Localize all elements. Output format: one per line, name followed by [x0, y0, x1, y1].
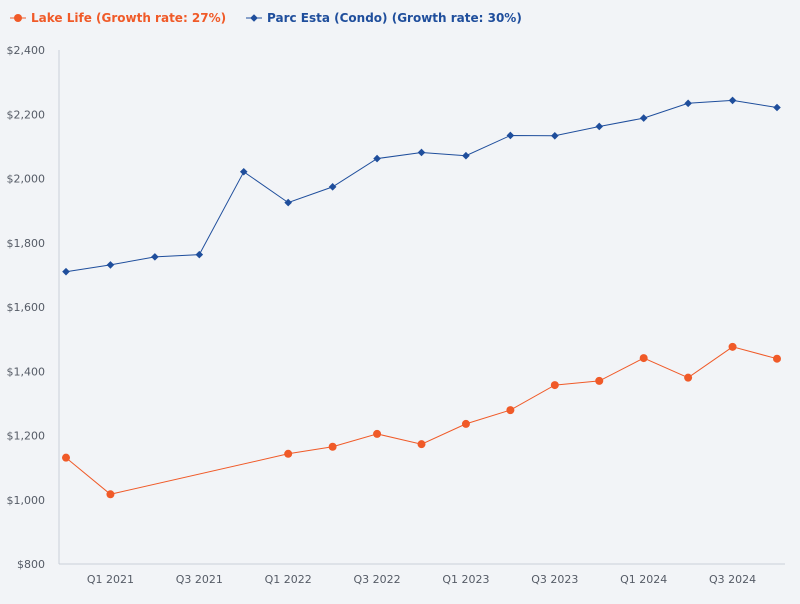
data-point	[62, 267, 70, 276]
y-tick-label: $1,200	[7, 430, 46, 443]
data-point	[239, 167, 248, 176]
data-point	[595, 122, 604, 131]
x-tick-label: Q1 2024	[620, 573, 667, 586]
y-tick-label: $1,600	[7, 301, 46, 314]
data-point	[328, 183, 337, 191]
x-tick-label: Q3 2021	[176, 573, 223, 586]
data-point	[684, 373, 693, 382]
data-point	[62, 453, 70, 462]
data-point	[284, 449, 293, 458]
legend-marker-icon	[250, 14, 258, 22]
data-point	[773, 103, 781, 112]
y-tick-label: $1,800	[7, 237, 46, 250]
y-tick-label: $2,200	[7, 108, 46, 121]
data-point	[595, 376, 604, 385]
y-tick-label: $1,400	[7, 365, 46, 378]
data-point	[195, 250, 204, 259]
x-tick-label: Q1 2021	[87, 573, 134, 586]
data-point	[373, 154, 381, 163]
series-lake-life	[62, 342, 781, 499]
y-tick-label: $2,000	[7, 173, 46, 186]
data-point	[550, 381, 559, 390]
legend-item: Lake Life (Growth rate: 27%)	[10, 11, 226, 25]
legend-label: Lake Life (Growth rate: 27%)	[31, 11, 226, 25]
data-point	[684, 99, 692, 108]
y-tick-label: $1,000	[7, 494, 46, 507]
legend-label: Parc Esta (Condo) (Growth rate: 30%)	[267, 11, 522, 25]
data-point	[728, 96, 737, 105]
data-point	[462, 151, 470, 160]
x-tick-label: Q3 2022	[353, 573, 400, 586]
series-line	[65, 99, 778, 273]
y-axis-ticks: $800 $1,000 $1,200 $1,400 $1,600 $1,800 $2,000…	[7, 44, 46, 571]
data-point	[639, 114, 648, 122]
legend-marker-icon	[14, 14, 22, 22]
data-point	[551, 131, 559, 140]
x-tick-label: Q3 2024	[709, 573, 756, 586]
data-point	[773, 354, 781, 363]
data-point	[639, 354, 648, 363]
series-parc-esta	[62, 96, 781, 276]
data-point	[506, 131, 515, 140]
data-point	[728, 342, 737, 351]
data-point	[151, 253, 159, 261]
data-point	[106, 261, 115, 269]
x-tick-label: Q3 2023	[531, 573, 578, 586]
data-point	[417, 148, 426, 157]
series-line	[65, 346, 778, 495]
data-point	[284, 198, 292, 207]
x-tick-label: Q1 2023	[442, 573, 489, 586]
x-axis-ticks: Q1 2021 Q3 2021 Q1 2022 Q3 2022 Q1 2023 Q3 20…	[87, 573, 756, 586]
data-point	[417, 440, 426, 449]
data-point	[461, 419, 470, 428]
x-tick-label: Q1 2022	[265, 573, 312, 586]
legend: Lake Life (Growth rate: 27%) Parc Esta (C…	[10, 11, 522, 25]
data-point	[373, 429, 382, 438]
y-tick-label: $800	[17, 558, 45, 571]
axes: $800 $1,000 $1,200 $1,400 $1,600 $1,800 $2,000…	[7, 44, 785, 586]
data-point	[506, 406, 515, 415]
series-layer	[62, 96, 781, 499]
y-tick-label: $2,400	[7, 44, 46, 57]
data-point	[106, 490, 115, 499]
legend-item: Parc Esta (Condo) (Growth rate: 30%)	[246, 11, 522, 25]
data-point	[328, 442, 337, 451]
